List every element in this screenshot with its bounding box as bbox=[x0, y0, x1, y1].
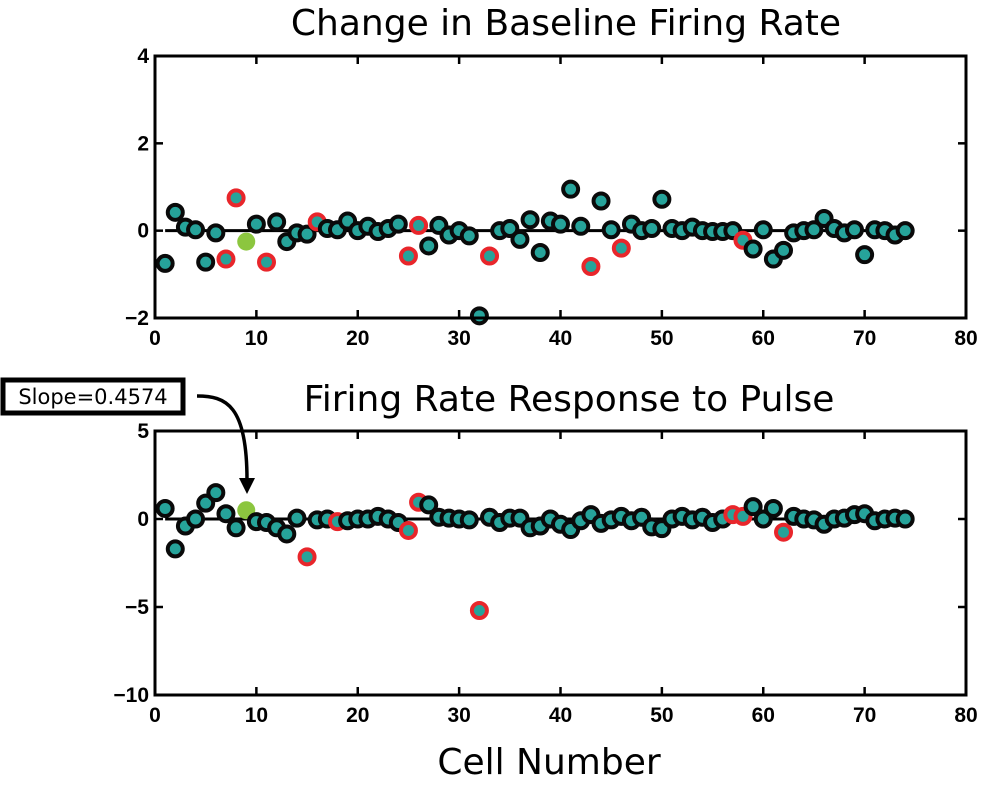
data-point-red-edge bbox=[611, 238, 631, 258]
data-point bbox=[652, 189, 672, 209]
data-point bbox=[186, 220, 206, 240]
x-tick-label: 80 bbox=[954, 327, 977, 350]
data-point bbox=[469, 306, 489, 326]
data-point bbox=[165, 202, 185, 222]
x-tick-label: 80 bbox=[954, 704, 977, 727]
x-tick-label: 70 bbox=[853, 704, 876, 727]
data-point bbox=[459, 226, 479, 246]
y-tick-label: −2 bbox=[125, 307, 149, 330]
data-point-red-edge bbox=[398, 246, 418, 266]
data-point bbox=[844, 220, 864, 240]
data-point bbox=[459, 510, 479, 530]
data-point bbox=[774, 240, 794, 260]
x-tick-label: 50 bbox=[650, 704, 673, 727]
panel-firing-rate-response: Firing Rate Response to Pulse 0 10 20 30 40 5… bbox=[113, 379, 977, 727]
annotation-arrowhead bbox=[239, 478, 255, 494]
data-point bbox=[500, 218, 520, 238]
data-point-red-edge bbox=[409, 215, 429, 235]
y-tick-label: 2 bbox=[137, 132, 149, 155]
y-tick-label: 4 bbox=[137, 45, 149, 68]
y-tick-label: −5 bbox=[125, 596, 149, 619]
data-point bbox=[297, 224, 317, 244]
data-point bbox=[419, 236, 439, 256]
data-point-red-edge bbox=[257, 252, 277, 272]
x-tick-label: 40 bbox=[549, 327, 572, 350]
data-point bbox=[277, 524, 297, 544]
x-tick-label: 0 bbox=[149, 704, 161, 727]
data-point bbox=[186, 509, 206, 529]
data-point bbox=[206, 483, 226, 503]
slope-annotation-box bbox=[0, 377, 186, 416]
data-point bbox=[601, 220, 621, 240]
x-tick-label: 20 bbox=[346, 327, 369, 350]
data-point bbox=[642, 218, 662, 238]
y-tick-label: 5 bbox=[137, 420, 149, 443]
x-tick-label: 0 bbox=[149, 327, 161, 350]
data-point bbox=[216, 504, 236, 524]
data-point bbox=[226, 518, 246, 538]
data-point-red-edge bbox=[581, 256, 601, 276]
data-point-red-edge bbox=[226, 188, 246, 208]
data-point bbox=[855, 245, 875, 265]
data-point-red-edge bbox=[297, 547, 317, 567]
panel-2-axes-frame bbox=[153, 429, 968, 697]
data-point bbox=[804, 220, 824, 240]
data-point bbox=[267, 212, 287, 232]
y-tick-label: −10 bbox=[113, 684, 149, 707]
data-point bbox=[419, 495, 439, 515]
x-tick-label: 60 bbox=[752, 327, 775, 350]
data-point bbox=[530, 243, 550, 262]
data-point bbox=[510, 229, 530, 249]
x-axis-label: Cell Number bbox=[437, 742, 661, 783]
data-point bbox=[155, 253, 175, 273]
x-tick-label: 50 bbox=[650, 327, 673, 350]
data-point bbox=[743, 497, 763, 517]
panel-1-title: Change in Baseline Firing Rate bbox=[291, 3, 841, 44]
data-point bbox=[246, 214, 266, 234]
y-tick-label: 0 bbox=[137, 508, 149, 531]
data-point bbox=[895, 509, 915, 529]
panel-2-title: Firing Rate Response to Pulse bbox=[304, 379, 835, 420]
data-point bbox=[763, 498, 783, 518]
slope-annotation-text: Slope=0.4574 bbox=[18, 385, 167, 409]
data-point bbox=[520, 210, 540, 230]
x-tick-label: 10 bbox=[245, 327, 268, 350]
data-point bbox=[591, 191, 611, 211]
panel-2-ticks: 0 10 20 30 40 50 60 70 80 −10 −5 0 5 bbox=[113, 420, 977, 727]
slope-annotation: Slope=0.4574 bbox=[0, 377, 255, 494]
data-point bbox=[388, 214, 408, 234]
data-point bbox=[206, 223, 226, 243]
data-point-red-edge bbox=[774, 522, 794, 542]
x-tick-label: 40 bbox=[549, 704, 572, 727]
x-tick-label: 60 bbox=[752, 704, 775, 727]
x-tick-label: 30 bbox=[447, 327, 470, 350]
x-tick-label: 20 bbox=[346, 704, 369, 727]
data-point-red-edge bbox=[216, 249, 236, 269]
x-tick-label: 70 bbox=[853, 327, 876, 350]
data-point bbox=[895, 221, 915, 241]
data-point bbox=[551, 214, 570, 234]
data-point-highlighted-cell bbox=[237, 232, 256, 251]
x-tick-label: 10 bbox=[245, 704, 268, 727]
panel-1-axes-frame bbox=[153, 54, 968, 320]
data-point-red-edge bbox=[469, 601, 489, 621]
panel-baseline-firing-rate: Change in Baseline Firing Rate 0 10 20 30 40… bbox=[125, 3, 978, 350]
data-point bbox=[561, 179, 581, 199]
panel-2-points bbox=[155, 483, 915, 621]
data-point bbox=[743, 239, 763, 259]
x-tick-label: 30 bbox=[447, 704, 470, 727]
y-tick-label: 0 bbox=[137, 220, 149, 243]
data-point bbox=[753, 220, 773, 240]
data-point-red-edge bbox=[480, 246, 500, 266]
data-point bbox=[165, 539, 185, 559]
data-point-red-edge bbox=[398, 520, 418, 540]
annotation-arrow bbox=[196, 394, 249, 481]
data-point bbox=[196, 252, 216, 272]
data-point bbox=[287, 508, 307, 528]
panel-1-points bbox=[155, 179, 915, 326]
data-point bbox=[155, 498, 175, 518]
data-point bbox=[571, 216, 591, 236]
